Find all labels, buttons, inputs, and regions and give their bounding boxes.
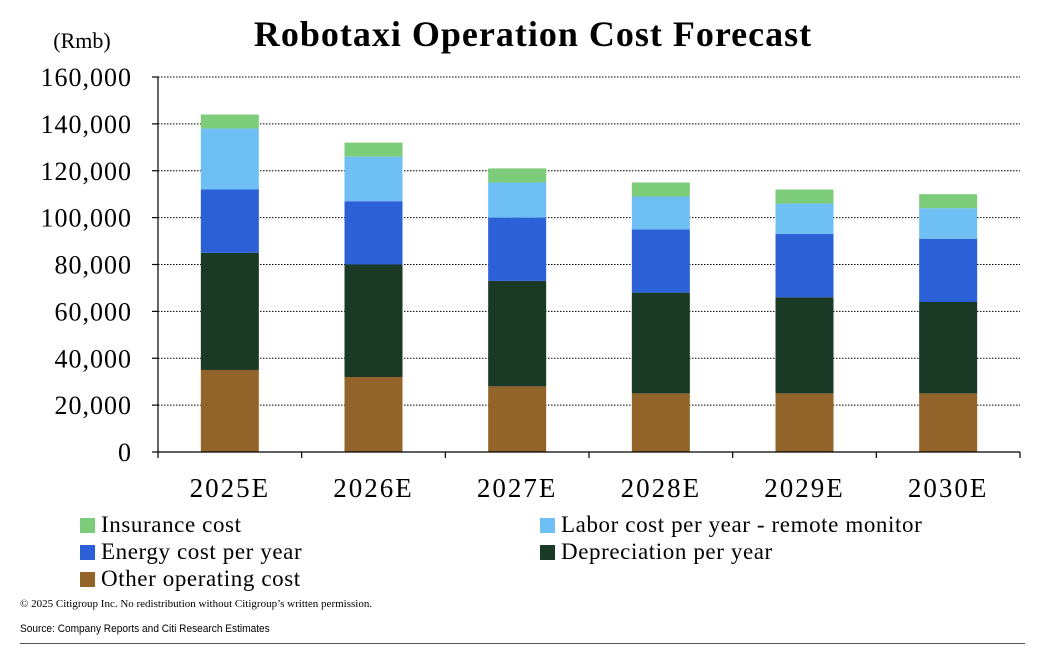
bar-2027e-labor-cost-per-year-remote-monitor <box>488 182 547 218</box>
y-axis-unit-label: (Rmb) <box>53 28 110 53</box>
source-note: Source: Company Reports and Citi Researc… <box>20 623 270 635</box>
gridlines <box>158 76 1020 406</box>
bar-2030e-energy-cost-per-year <box>919 238 978 302</box>
bar-2028e-other-operating-cost <box>631 393 690 452</box>
y-tick-labels: 0 20,000 40,000 60,000 80,000 100,000 120,000 1… <box>41 63 133 467</box>
bar-2030e-other-operating-cost <box>919 393 978 452</box>
y-tick-label: 100,000 <box>41 204 133 233</box>
bar-2029e-labor-cost-per-year-remote-monitor <box>775 203 834 235</box>
legend-swatch-other <box>80 571 95 587</box>
bar-2027e-insurance-cost <box>488 168 547 183</box>
legend-swatch-insurance <box>80 517 95 533</box>
legend-label-insurance: Insurance cost <box>101 512 242 537</box>
legend-item-labor: Labor cost per year - remote monitor <box>540 512 922 538</box>
legend-swatch-labor <box>540 517 555 533</box>
x-tick-label: 2030E <box>908 473 989 503</box>
legend-item-other: Other operating cost <box>80 566 301 592</box>
stacked-bar-chart: Robotaxi Operation Cost Forecast (Rmb) 0… <box>41 14 1021 503</box>
bar-2028e-insurance-cost <box>631 182 690 197</box>
y-tick-label: 160,000 <box>41 63 133 92</box>
y-tick-label: 60,000 <box>55 297 133 326</box>
bar-2026e-other-operating-cost <box>344 377 403 452</box>
bar-2026e-labor-cost-per-year-remote-monitor <box>344 156 403 202</box>
legend-label-depreciation: Depreciation per year <box>561 539 773 564</box>
bar-2030e-insurance-cost <box>919 194 978 209</box>
bar-2026e-energy-cost-per-year <box>344 201 403 265</box>
bar-2028e-energy-cost-per-year <box>631 229 690 293</box>
y-tick-label: 40,000 <box>55 344 133 373</box>
y-tick-label: 0 <box>118 438 132 467</box>
bar-2028e-labor-cost-per-year-remote-monitor <box>631 196 690 230</box>
axes <box>152 76 1021 458</box>
legend-swatch-energy <box>80 544 95 560</box>
x-tick-labels: 2025E 2026E 2027E 2028E 2029E 2030E <box>190 473 989 503</box>
bar-2026e-depreciation-per-year <box>344 264 403 377</box>
x-tick-label: 2025E <box>190 473 271 503</box>
bar-2029e-insurance-cost <box>775 189 834 204</box>
bar-2025e-depreciation-per-year <box>200 252 259 370</box>
legend-label-labor: Labor cost per year - remote monitor <box>561 512 923 537</box>
y-tick-label: 140,000 <box>41 110 133 139</box>
bar-2027e-depreciation-per-year <box>488 280 547 387</box>
bar-2028e-depreciation-per-year <box>631 292 690 394</box>
bar-2025e-labor-cost-per-year-remote-monitor <box>200 128 259 190</box>
legend-item-depreciation: Depreciation per year <box>540 539 773 565</box>
legend-label-other: Other operating cost <box>101 566 301 591</box>
chart-title: Robotaxi Operation Cost Forecast <box>254 14 812 54</box>
legend-item-insurance: Insurance cost <box>80 512 242 538</box>
x-tick-label: 2027E <box>477 473 558 503</box>
legend-item-energy: Energy cost per year <box>80 539 302 565</box>
bar-2027e-other-operating-cost <box>488 386 547 452</box>
bar-2025e-energy-cost-per-year <box>200 189 259 253</box>
y-tick-label: 120,000 <box>41 157 133 186</box>
bar-2026e-insurance-cost <box>344 142 403 157</box>
legend-swatch-depreciation <box>540 544 555 560</box>
x-tick-label: 2028E <box>621 473 702 503</box>
bar-2030e-labor-cost-per-year-remote-monitor <box>919 208 978 239</box>
y-tick-label: 80,000 <box>55 251 133 280</box>
x-tick-label: 2026E <box>333 473 414 503</box>
bar-2030e-depreciation-per-year <box>919 302 978 394</box>
x-tick-label: 2029E <box>764 473 845 503</box>
footer-rule <box>20 643 1025 644</box>
bar-2025e-insurance-cost <box>200 114 259 129</box>
y-tick-label: 20,000 <box>55 391 133 420</box>
bar-2029e-other-operating-cost <box>775 393 834 452</box>
legend-label-energy: Energy cost per year <box>101 539 303 564</box>
copyright-note: © 2025 Citigroup Inc. No redistribution … <box>20 598 373 610</box>
bar-2025e-other-operating-cost <box>200 369 259 452</box>
bar-2029e-energy-cost-per-year <box>775 234 834 298</box>
bar-2027e-energy-cost-per-year <box>488 217 547 281</box>
bar-2029e-depreciation-per-year <box>775 297 834 394</box>
bar-segments <box>200 114 978 452</box>
